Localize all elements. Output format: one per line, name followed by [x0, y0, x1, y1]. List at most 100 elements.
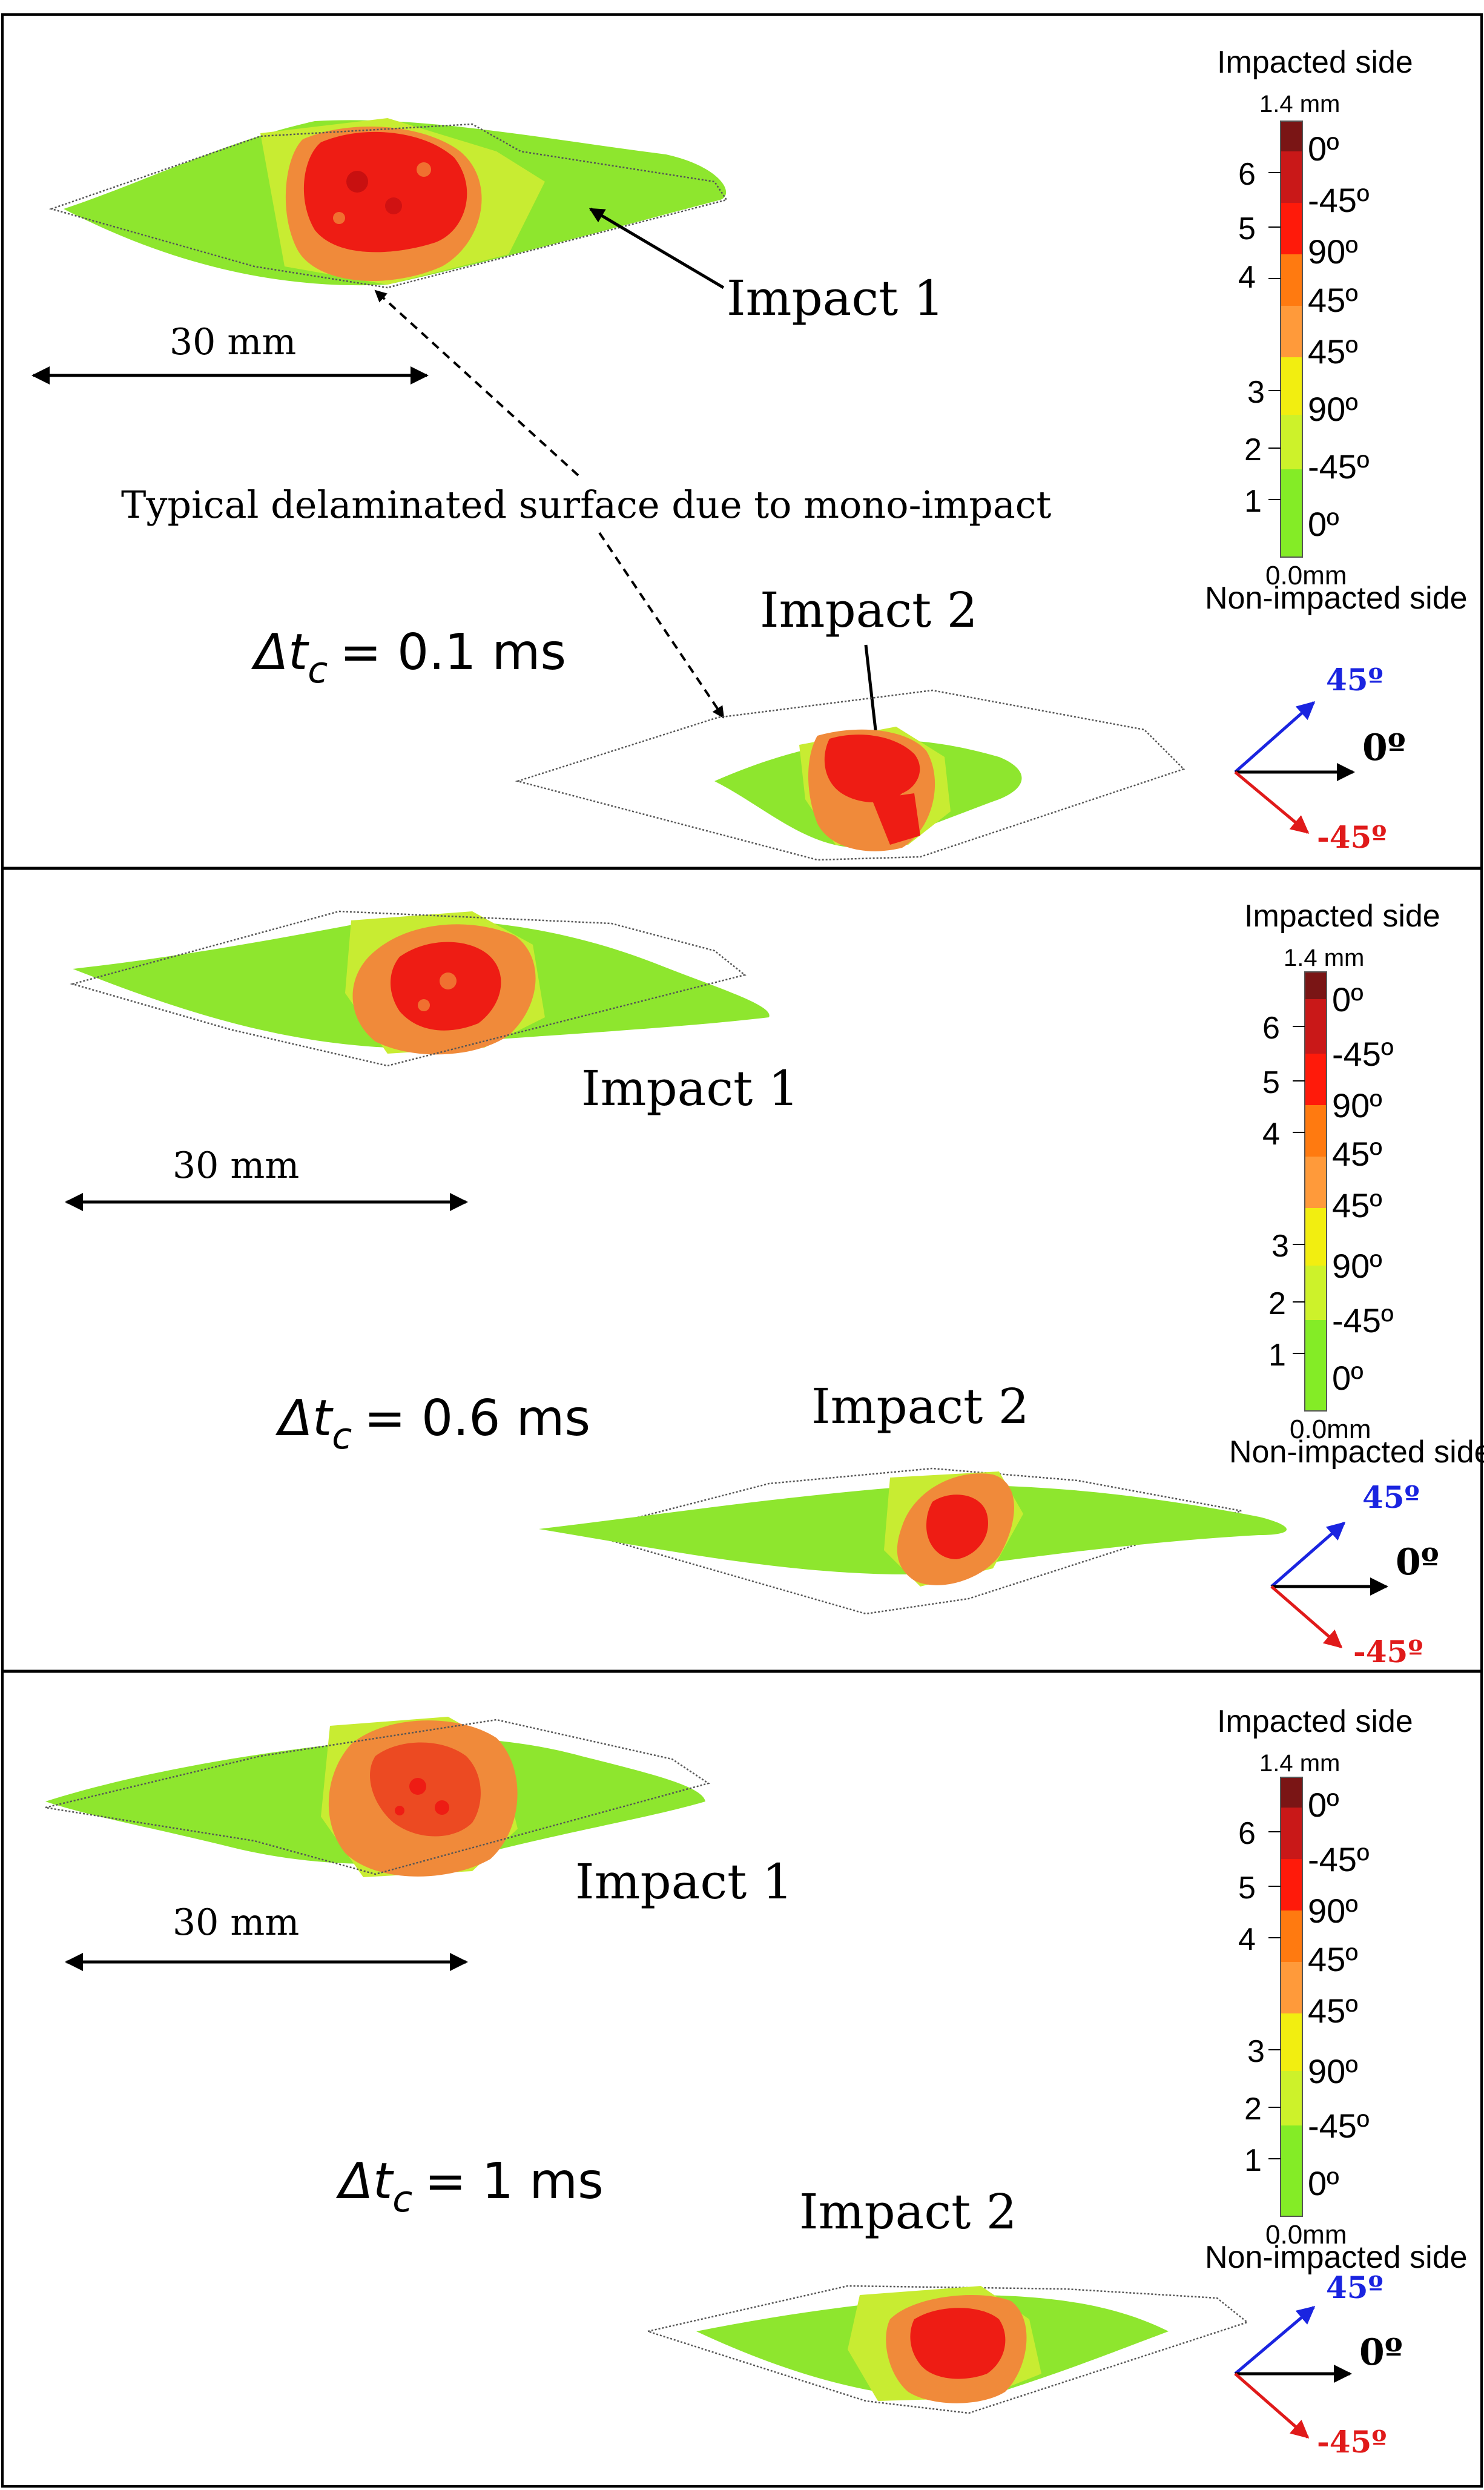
legend-3-swatch-3 [1281, 1859, 1302, 1910]
legend-3-interface-6: 6 [1238, 1816, 1256, 1851]
panel-2: Impact 1 30 mm Δtc = 0.6 ms Impact 2 [65, 910, 1287, 1615]
legend-1-interface-4: 4 [1238, 260, 1256, 295]
legend-3-swatch-4 [1281, 1910, 1302, 1962]
axes-2-label-0: 0º [1396, 1541, 1439, 1583]
legend-1-angle-1: 0º [1308, 130, 1339, 168]
legend-3-max-label: 1.4 mm [1259, 1750, 1340, 1777]
legend-2-swatch-8 [1305, 1320, 1327, 1411]
axes-3-label-m45: -45º [1317, 2424, 1387, 2460]
legend-1-swatch-4 [1281, 254, 1302, 306]
panel-2-delta-label: Δtc = 0.6 ms [275, 1390, 590, 1458]
legend-1-colorbar [1280, 121, 1303, 558]
legend-2-bottom-label: Non-impacted side [1229, 1435, 1484, 1470]
legend-3-angle-3: 90º [1308, 1892, 1358, 1930]
legend-3-interface-1: 1 [1244, 2143, 1262, 2178]
legend-3-top-label: Impacted side [1217, 1704, 1413, 1739]
panel-1-scale-label: 30 mm [170, 321, 296, 363]
legend-2-interface-5: 5 [1262, 1065, 1280, 1100]
axes-2-arrow-45 [1270, 1522, 1346, 1588]
legend-1-angle-6: 90º [1308, 390, 1358, 428]
legend-3-bottom-label: Non-impacted side [1205, 2240, 1468, 2275]
legend-2-angle-7: -45º [1332, 1301, 1393, 1339]
legend-1: Impacted side 1.4 mm 0º -45º 90º 45º 45º… [1205, 45, 1468, 616]
panel-3-impact1-outline [45, 1719, 710, 1875]
legend-1-interface-1: 1 [1244, 484, 1262, 519]
legend-2-colorbar [1304, 971, 1327, 1412]
legend-2-interface-2: 2 [1268, 1286, 1286, 1321]
legend-3: Impacted side 1.4 mm 0º -45º 90º 45º 45º… [1205, 1704, 1468, 2275]
legend-2-interface-6: 6 [1262, 1011, 1280, 1046]
legend-2-angle-8: 0º [1332, 1359, 1364, 1397]
axes-1-label-45: 45º [1326, 662, 1383, 698]
panel-1-annotation-arrow-down [598, 532, 725, 719]
legend-1-swatch-3 [1281, 203, 1302, 254]
legend-3-swatch-5 [1281, 1962, 1302, 2013]
panel-3-impact1-delamination [45, 1717, 705, 1877]
panel-3-impact2-label: Impact 2 [799, 2184, 1017, 2240]
legend-2-interface-3: 3 [1271, 1229, 1289, 1264]
legend-1-top-label: Impacted side [1217, 45, 1413, 80]
legend-2-angle-1: 0º [1332, 980, 1364, 1019]
panel-2-impact2-outline [578, 1467, 1242, 1615]
panel-3-impact2-outline [645, 2285, 1249, 2414]
legend-3-swatch-2 [1281, 1808, 1302, 1859]
panel-1-impact1-label: Impact 1 [727, 270, 945, 326]
legend-3-angle-8: 0º [1308, 2164, 1339, 2202]
panel-1-impact2-delamination [714, 727, 1022, 851]
legend-3-angle-4: 45º [1308, 1940, 1358, 1978]
panel-1-impact2-outline [515, 689, 1186, 861]
legend-1-interface-6: 6 [1238, 157, 1256, 192]
legend-3-swatch-6 [1281, 2013, 1302, 2071]
legend-2-top-label: Impacted side [1244, 899, 1440, 934]
panel-1-delta-label: Δtc = 0.1 ms [251, 624, 566, 692]
panel-2-impact1-label: Impact 1 [581, 1060, 799, 1117]
panel-2-impact2-delamination [539, 1471, 1287, 1587]
panel-3-impact2-delamination [696, 2286, 1169, 2403]
axes-1-label-0: 0º [1362, 727, 1406, 769]
legend-1-interface-2: 2 [1244, 432, 1262, 467]
legend-3-angle-7: -45º [1308, 2107, 1369, 2145]
legend-2-swatch-1 [1305, 972, 1327, 999]
legend-1-min-label: 0.0mm [1265, 561, 1347, 590]
legend-2-swatch-2 [1305, 999, 1327, 1054]
axes-3: 45º 0º -45º [1234, 2270, 1403, 2460]
panel-3: Impact 1 30 mm Δtc = 1 ms Impact 2 [45, 1717, 1249, 2414]
panel-2-impact2-label: Impact 2 [811, 1378, 1029, 1435]
legend-2-angle-4: 45º [1332, 1135, 1382, 1173]
axes-3-arrow-45 [1234, 2306, 1316, 2375]
panel-1-annotation: Typical delaminated surface due to mono-… [121, 483, 1052, 527]
axes-3-arrow-m45 [1234, 2373, 1310, 2439]
axes-3-label-0: 0º [1359, 2331, 1403, 2374]
legend-2: Impacted side 1.4 mm 0º -45º 90º 45º 45º… [1229, 899, 1484, 1470]
legend-1-interface-5: 5 [1238, 211, 1256, 246]
axes-2-arrow-m45 [1270, 1585, 1343, 1648]
axes-1-arrow-m45 [1234, 771, 1310, 834]
legend-1-angle-7: -45º [1308, 447, 1369, 486]
legend-1-angle-5: 45º [1308, 332, 1358, 371]
legend-3-swatch-7 [1281, 2071, 1302, 2125]
legend-1-swatch-6 [1281, 357, 1302, 415]
legend-1-bottom-label: Non-impacted side [1205, 581, 1468, 616]
panel-3-delta-label: Δtc = 1 ms [335, 2153, 604, 2221]
legend-3-angle-2: -45º [1308, 1840, 1369, 1878]
panel-2-scale-label: 30 mm [173, 1144, 299, 1187]
legend-2-angle-3: 90º [1332, 1086, 1382, 1124]
legend-1-angle-8: 0º [1308, 505, 1339, 543]
legend-2-angle-6: 90º [1332, 1247, 1382, 1285]
axes-3-label-45: 45º [1326, 2270, 1383, 2305]
legend-1-swatch-5 [1281, 306, 1302, 357]
legend-3-swatch-8 [1281, 2125, 1302, 2216]
legend-1-swatch-1 [1281, 121, 1302, 151]
panel-1-impact1-outline [48, 123, 728, 289]
legend-2-interface-4: 4 [1262, 1117, 1280, 1152]
legend-3-interface-3: 3 [1247, 2034, 1265, 2069]
legend-2-min-label: 0.0mm [1290, 1415, 1371, 1444]
legend-2-angle-5: 45º [1332, 1186, 1382, 1224]
axes-2-label-m45: -45º [1353, 1634, 1423, 1669]
axes-2: 45º 0º -45º [1270, 1479, 1439, 1669]
legend-1-max-label: 1.4 mm [1259, 91, 1340, 117]
axes-1-arrow-45 [1234, 701, 1316, 773]
legend-2-max-label: 1.4 mm [1284, 945, 1364, 971]
panel-2-impact1-delamination [73, 911, 770, 1055]
